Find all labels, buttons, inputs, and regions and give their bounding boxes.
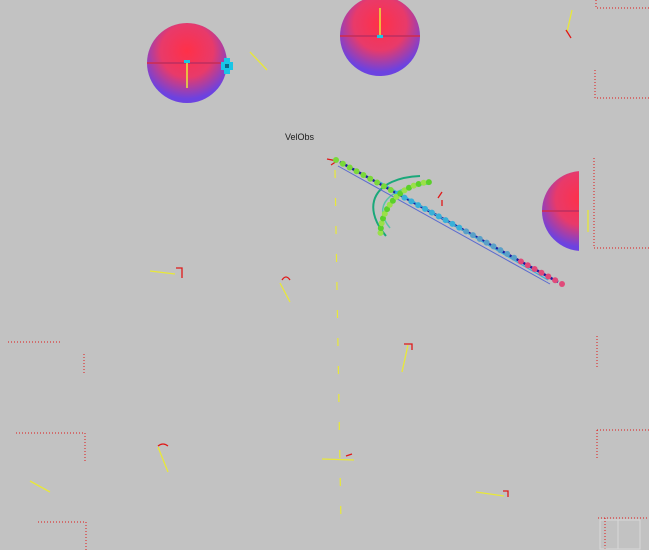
arc-sample-dot <box>397 190 404 197</box>
arc-sample-dot <box>405 184 412 191</box>
obstacle-right <box>542 171 579 251</box>
trajectory-sample-dot <box>559 281 565 287</box>
trajectory-sample-dot <box>483 239 490 246</box>
trajectory-sample-dot <box>511 254 518 261</box>
trajectory-sample-dot <box>380 183 387 190</box>
wall-box-bottom-right <box>599 519 641 550</box>
arc-sample-dot <box>381 210 388 217</box>
trajectory-sample-dot <box>422 205 429 212</box>
arc-sample-dot <box>379 215 386 222</box>
trajectory-sample-dot <box>367 175 374 182</box>
trajectory-sample-dot <box>497 247 504 254</box>
trajectory-sample-dot <box>538 269 545 276</box>
trajectory-sample-dot <box>476 235 483 242</box>
trajectory-sample-dot <box>401 194 408 201</box>
trajectory-sample-dot <box>490 243 497 250</box>
trajectory-sample-dot <box>531 265 538 272</box>
trajectory-sample-dot <box>463 228 470 235</box>
arc-sample-dot <box>389 197 396 204</box>
arc-sample-dot <box>425 179 432 186</box>
trajectory-sample-dot <box>442 217 449 224</box>
trajectory-sample-dot <box>387 187 394 194</box>
wall-segments <box>8 0 649 550</box>
trajectory-sample-dot <box>346 164 353 171</box>
trajectory-sample-dot <box>449 220 456 227</box>
trajectory-sample-dot <box>456 224 463 231</box>
arc-samples <box>377 179 432 236</box>
scene-label: VelObs <box>285 132 315 142</box>
trajectory-sample-dot <box>333 157 339 163</box>
sensor-marks <box>29 9 589 497</box>
obstacle-top <box>340 0 420 76</box>
arc-sample-dot <box>378 220 385 227</box>
trajectory-sample-dot <box>469 232 476 239</box>
arc-sample-dot <box>415 180 422 187</box>
arc-sample-dot <box>386 201 393 208</box>
trajectory-sample-dot <box>408 198 415 205</box>
arc-sample-dot <box>377 225 384 232</box>
arc-sample-dot <box>377 229 384 236</box>
reference-path <box>334 169 342 526</box>
trajectory-sample-dot <box>435 213 442 220</box>
arc-sample-dot <box>420 179 427 186</box>
trajectory-sample-dot <box>353 168 360 175</box>
arc-sample-dot <box>401 187 408 194</box>
trajectory-sample-dot <box>504 250 511 257</box>
arc-sample-dot <box>393 193 400 200</box>
robot-position-icon[interactable] <box>221 58 233 74</box>
trajectory-sample-dot <box>415 202 422 209</box>
trajectory-sample-dot <box>545 273 552 280</box>
trajectory-samples <box>333 157 565 287</box>
arc-sample-dot <box>384 206 391 213</box>
obstacle-left <box>147 23 227 103</box>
trajectory-sample-dot <box>339 160 346 167</box>
trajectory-sample-dot <box>428 209 435 216</box>
trajectory-sample-dot <box>517 258 524 265</box>
trajectory-sample-dot <box>374 179 381 186</box>
trajectory-sample-dot <box>524 262 531 269</box>
trajectory-sample-dot <box>360 172 367 179</box>
arc-sample-dot <box>410 182 417 189</box>
trajectory-sample-dot <box>552 277 559 284</box>
